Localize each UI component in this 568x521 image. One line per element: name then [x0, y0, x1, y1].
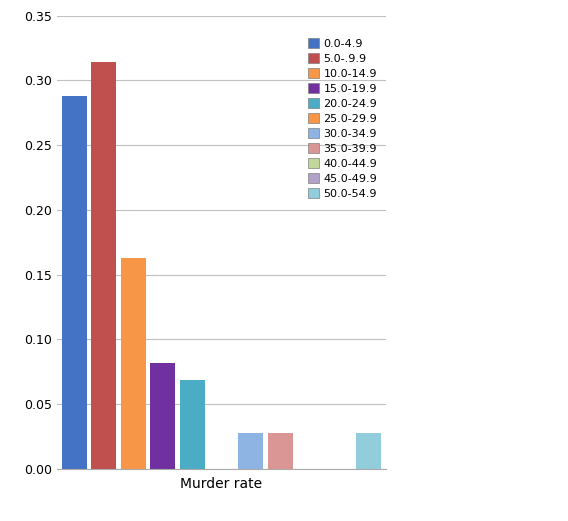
Bar	[150, 363, 175, 469]
Bar	[121, 258, 146, 469]
Legend: 0.0-4.9, 5.0-.9.9, 10.0-14.9, 15.0-19.9, 20.0-24.9, 25.0-29.9, 30.0-34.9, 35.0-3: 0.0-4.9, 5.0-.9.9, 10.0-14.9, 15.0-19.9,…	[304, 35, 381, 202]
Bar	[91, 62, 116, 469]
Bar	[62, 96, 87, 469]
X-axis label: Murder rate: Murder rate	[181, 477, 262, 491]
Bar	[179, 379, 204, 469]
Bar	[239, 432, 264, 469]
Bar	[268, 432, 293, 469]
Bar	[356, 432, 381, 469]
